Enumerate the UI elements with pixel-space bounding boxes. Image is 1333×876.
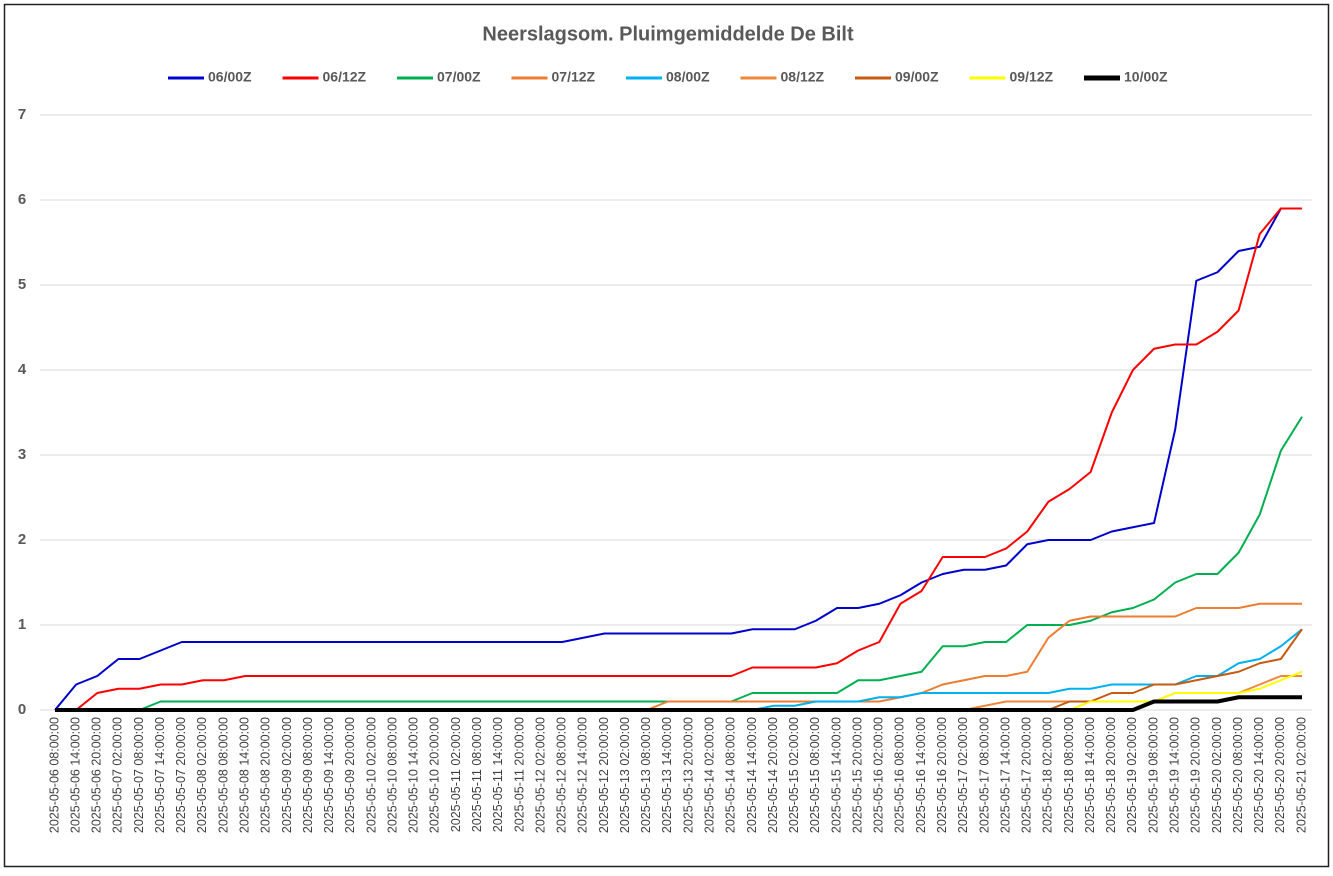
series-line bbox=[55, 695, 1302, 712]
x-tick-label: 2025-05-14 02:00:00 bbox=[703, 717, 717, 833]
x-tick-label: 2025-05-17 14:00:00 bbox=[998, 717, 1012, 833]
x-tick-label: 2025-05-21 02:00:00 bbox=[1294, 717, 1308, 833]
y-tick-label: 4 bbox=[18, 361, 27, 378]
chart-frame bbox=[3, 3, 1330, 868]
x-tick-label: 2025-05-16 08:00:00 bbox=[893, 717, 907, 833]
series-line bbox=[752, 628, 1303, 711]
x-tick-label: 2025-05-10 20:00:00 bbox=[428, 717, 442, 833]
x-tick-label: 2025-05-10 02:00:00 bbox=[364, 717, 378, 833]
x-tick-label: 2025-05-11 20:00:00 bbox=[512, 717, 526, 832]
x-tick-label: 2025-05-11 08:00:00 bbox=[470, 717, 484, 832]
x-tick-label: 2025-05-19 08:00:00 bbox=[1146, 717, 1160, 833]
x-tick-label: 2025-05-08 20:00:00 bbox=[259, 717, 273, 833]
x-tick-label: 2025-05-15 20:00:00 bbox=[850, 717, 864, 833]
series-line bbox=[646, 602, 1302, 711]
x-tick-label: 2025-05-11 14:00:00 bbox=[491, 717, 505, 832]
x-tick-label: 2025-05-15 08:00:00 bbox=[808, 717, 822, 833]
x-tick-label: 2025-05-19 14:00:00 bbox=[1167, 717, 1181, 833]
legend-label: 09/12Z bbox=[1010, 69, 1054, 85]
x-tick-label: 2025-05-08 08:00:00 bbox=[216, 717, 230, 833]
x-tick-label: 2025-05-12 02:00:00 bbox=[533, 717, 547, 833]
x-tick-label: 2025-05-10 14:00:00 bbox=[407, 717, 421, 833]
x-tick-label: 2025-05-20 14:00:00 bbox=[1252, 717, 1266, 833]
y-tick-label: 1 bbox=[18, 616, 26, 633]
x-tick-label: 2025-05-17 02:00:00 bbox=[956, 717, 970, 833]
x-tick-label: 2025-05-06 20:00:00 bbox=[90, 717, 104, 833]
legend-label: 06/00Z bbox=[208, 69, 252, 85]
x-tick-label: 2025-05-17 20:00:00 bbox=[1020, 717, 1034, 833]
x-tick-label: 2025-05-13 08:00:00 bbox=[639, 717, 653, 833]
y-tick-label: 0 bbox=[18, 701, 26, 718]
x-tick-label: 2025-05-16 14:00:00 bbox=[914, 717, 928, 833]
x-tick-label: 2025-05-17 08:00:00 bbox=[977, 717, 991, 833]
y-tick-label: 3 bbox=[18, 446, 26, 463]
x-tick-label: 2025-05-18 14:00:00 bbox=[1083, 717, 1097, 833]
y-tick-label: 6 bbox=[18, 191, 26, 208]
x-tick-label: 2025-05-07 08:00:00 bbox=[132, 717, 146, 833]
x-tick-label: 2025-05-16 02:00:00 bbox=[872, 717, 886, 833]
x-tick-label: 2025-05-07 02:00:00 bbox=[111, 717, 125, 833]
x-tick-label: 2025-05-09 08:00:00 bbox=[301, 717, 315, 833]
x-tick-label: 2025-05-13 20:00:00 bbox=[681, 717, 695, 833]
x-tick-label: 2025-05-15 14:00:00 bbox=[829, 717, 843, 833]
legend-label: 10/00Z bbox=[1124, 69, 1168, 85]
y-tick-label: 7 bbox=[18, 106, 26, 123]
series-line bbox=[54, 207, 1302, 711]
x-tick-label: 2025-05-18 08:00:00 bbox=[1062, 717, 1076, 833]
x-tick-label: 2025-05-08 14:00:00 bbox=[238, 717, 252, 833]
legend-label: 07/00Z bbox=[437, 69, 481, 85]
y-tick-label: 2 bbox=[18, 531, 26, 548]
x-tick-label: 2025-05-06 14:00:00 bbox=[68, 717, 82, 833]
x-tick-label: 2025-05-18 02:00:00 bbox=[1041, 717, 1055, 833]
x-tick-label: 2025-05-13 14:00:00 bbox=[660, 717, 674, 833]
y-tick-label: 5 bbox=[18, 276, 26, 293]
x-tick-label: 2025-05-14 08:00:00 bbox=[724, 717, 738, 833]
x-tick-label: 2025-05-20 02:00:00 bbox=[1210, 717, 1224, 833]
x-tick-label: 2025-05-20 08:00:00 bbox=[1231, 717, 1245, 833]
legend-label: 08/00Z bbox=[666, 69, 710, 85]
series-line bbox=[75, 207, 1302, 711]
x-tick-label: 2025-05-19 02:00:00 bbox=[1125, 717, 1139, 833]
x-tick-label: 2025-05-06 08:00:00 bbox=[47, 717, 61, 833]
legend-label: 07/12Z bbox=[552, 69, 596, 85]
x-tick-label: 2025-05-12 08:00:00 bbox=[555, 717, 569, 833]
chart-title: Neerslagsom. Pluimgemiddelde De Bilt bbox=[482, 23, 854, 45]
legend-label: 08/12Z bbox=[781, 69, 825, 85]
x-tick-label: 2025-05-07 20:00:00 bbox=[174, 717, 188, 833]
x-tick-label: 2025-05-08 02:00:00 bbox=[195, 717, 209, 833]
x-tick-label: 2025-05-13 02:00:00 bbox=[618, 717, 632, 833]
x-tick-label: 2025-05-20 20:00:00 bbox=[1273, 717, 1287, 833]
x-tick-label: 2025-05-14 14:00:00 bbox=[745, 717, 759, 833]
x-tick-label: 2025-05-18 20:00:00 bbox=[1104, 717, 1118, 833]
x-tick-label: 2025-05-09 02:00:00 bbox=[280, 717, 294, 833]
x-tick-label: 2025-05-16 20:00:00 bbox=[935, 717, 949, 833]
x-tick-label: 2025-05-14 20:00:00 bbox=[766, 717, 780, 833]
legend-label: 06/12Z bbox=[323, 69, 367, 85]
x-tick-label: 2025-05-19 20:00:00 bbox=[1189, 717, 1203, 833]
legend-label: 09/00Z bbox=[895, 69, 939, 85]
x-tick-label: 2025-05-11 02:00:00 bbox=[449, 717, 463, 832]
x-tick-label: 2025-05-09 20:00:00 bbox=[343, 717, 357, 833]
x-tick-label: 2025-05-12 14:00:00 bbox=[576, 717, 590, 833]
x-tick-label: 2025-05-15 02:00:00 bbox=[787, 717, 801, 833]
x-tick-label: 2025-05-12 20:00:00 bbox=[597, 717, 611, 833]
x-tick-label: 2025-05-09 14:00:00 bbox=[322, 717, 336, 833]
x-tick-label: 2025-05-10 08:00:00 bbox=[385, 717, 399, 833]
series-line bbox=[1069, 670, 1303, 711]
x-tick-label: 2025-05-07 14:00:00 bbox=[153, 717, 167, 833]
